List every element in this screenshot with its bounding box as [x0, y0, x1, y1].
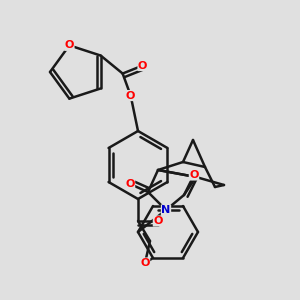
- Text: O: O: [140, 258, 150, 268]
- Text: O: O: [125, 179, 135, 189]
- Text: O: O: [189, 170, 199, 180]
- Text: O: O: [126, 91, 135, 100]
- Text: N: N: [161, 205, 171, 215]
- Text: O: O: [138, 61, 147, 70]
- Text: O: O: [153, 216, 163, 226]
- Text: O: O: [65, 40, 74, 50]
